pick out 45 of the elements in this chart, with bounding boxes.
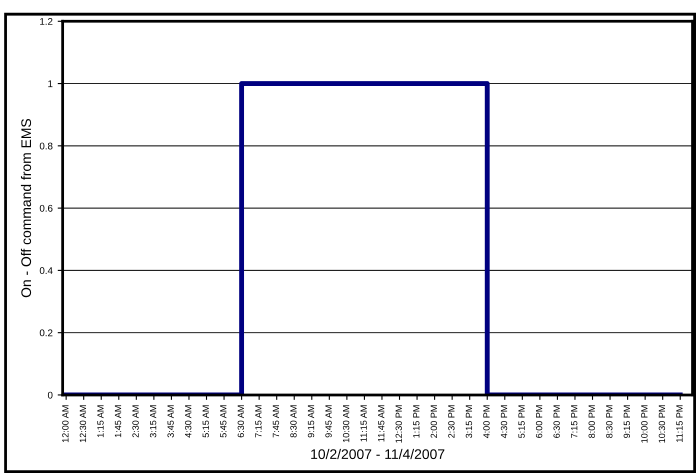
- y-tick-label: 0.4: [40, 267, 53, 274]
- x-tick-label: 9:15 PM: [624, 405, 630, 438]
- x-tick-label: 11:15 PM: [676, 405, 683, 442]
- x-tick-label: 7:15 AM: [255, 405, 262, 438]
- x-tick-label: 12:00 AM: [62, 405, 69, 442]
- x-tick-label: 7:15 PM: [571, 405, 578, 438]
- x-tick-label: 6:30 AM: [238, 405, 244, 438]
- x-tick-label: 12:30 AM: [80, 405, 86, 442]
- x-tick-label: 6:00 PM: [536, 405, 542, 438]
- x-tick-label: 10:00 PM: [641, 405, 648, 443]
- x-tick-label: 8:00 PM: [588, 405, 595, 438]
- y-tick-label: 1.2: [40, 18, 52, 25]
- x-tick-label: 3:15 AM: [150, 405, 156, 438]
- x-tick-label: 4:00 PM: [483, 405, 490, 438]
- x-tick-label: 11:45 AM: [378, 405, 384, 442]
- x-tick-label: 5:45 AM: [220, 405, 226, 438]
- y-tick-label: 0: [48, 392, 53, 399]
- y-tick-label: 0.6: [40, 204, 52, 212]
- x-tick-label: 6:30 PM: [553, 405, 560, 438]
- x-tick-label: 10:30 PM: [658, 405, 666, 443]
- x-tick-label: 3:45 AM: [167, 405, 174, 438]
- y-tick-label: 0.2: [40, 329, 52, 336]
- x-tick-label: 1:15 PM: [413, 405, 420, 438]
- x-tick-label: 1:45 AM: [114, 405, 122, 438]
- x-axis-title: 10/2/2007 - 11/4/2007: [311, 448, 444, 460]
- x-tick-label: 11:15 AM: [360, 405, 367, 442]
- x-tick-label: 3:15 PM: [466, 405, 472, 438]
- x-tick-label: 1:15 AM: [97, 405, 104, 438]
- x-tick-label: 9:15 AM: [308, 405, 314, 438]
- x-tick-label: 5:15 PM: [518, 405, 525, 438]
- y-axis-title: On - Off command from EMS: [20, 118, 32, 298]
- x-tick-label: 9:45 AM: [325, 405, 332, 438]
- x-tick-label: 2:30 PM: [448, 405, 455, 438]
- x-tick-label: 8:30 AM: [290, 405, 297, 438]
- y-tick-label: 1: [48, 80, 52, 88]
- x-tick-label: 2:00 PM: [430, 405, 438, 438]
- x-tick-label: 10:30 AM: [342, 405, 350, 442]
- x-tick-label: 2:30 AM: [132, 405, 139, 438]
- x-tick-label: 4:30 AM: [184, 405, 192, 438]
- x-tick-label: 4:30 PM: [500, 405, 508, 438]
- y-tick-label: 0.8: [40, 142, 52, 150]
- x-tick-label: 8:30 PM: [606, 405, 612, 438]
- x-tick-label: 12:30 PM: [396, 405, 402, 443]
- x-tick-label: 7:45 AM: [272, 405, 280, 438]
- x-tick-label: 5:15 AM: [202, 405, 209, 438]
